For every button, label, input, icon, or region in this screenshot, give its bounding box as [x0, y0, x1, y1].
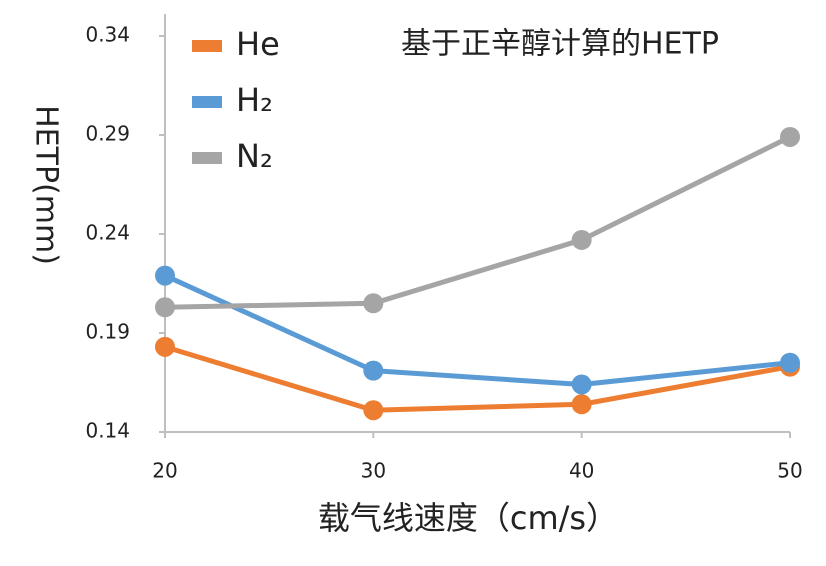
- y-tick-label: 0.29: [85, 122, 130, 146]
- legend-swatch: [192, 152, 222, 164]
- data-point: [571, 229, 592, 250]
- chart-title: 基于正辛醇计算的HETP: [401, 27, 719, 62]
- x-tick-label: 30: [361, 459, 386, 483]
- data-point: [363, 360, 384, 381]
- legend-swatch: [192, 96, 222, 108]
- y-tick-label: 0.34: [85, 23, 130, 47]
- data-point: [571, 374, 592, 395]
- legend-label: N₂: [236, 137, 273, 175]
- legend-label: He: [236, 25, 280, 63]
- data-point: [363, 293, 384, 314]
- series-line: [163, 273, 791, 387]
- legend-label: H₂: [236, 81, 273, 119]
- y-axis-label: HETP(mm): [29, 105, 64, 265]
- data-point: [155, 336, 175, 357]
- series-line: [164, 344, 791, 413]
- data-point: [155, 297, 175, 318]
- series-line: [164, 134, 792, 310]
- data-point: [155, 265, 175, 286]
- legend-swatch: [192, 40, 222, 52]
- data-point: [780, 352, 800, 373]
- data-point: [571, 394, 592, 415]
- x-tick-label: 20: [152, 459, 177, 483]
- x-tick-label: 50: [777, 459, 802, 483]
- x-tick-label: 40: [569, 459, 594, 483]
- data-point: [780, 126, 800, 147]
- y-tick-label: 0.14: [85, 419, 130, 443]
- data-point: [363, 400, 384, 421]
- y-tick-label: 0.19: [85, 320, 130, 344]
- y-tick-label: 0.24: [85, 221, 130, 245]
- x-axis-label: 载气线速度（cm/s）: [318, 499, 618, 537]
